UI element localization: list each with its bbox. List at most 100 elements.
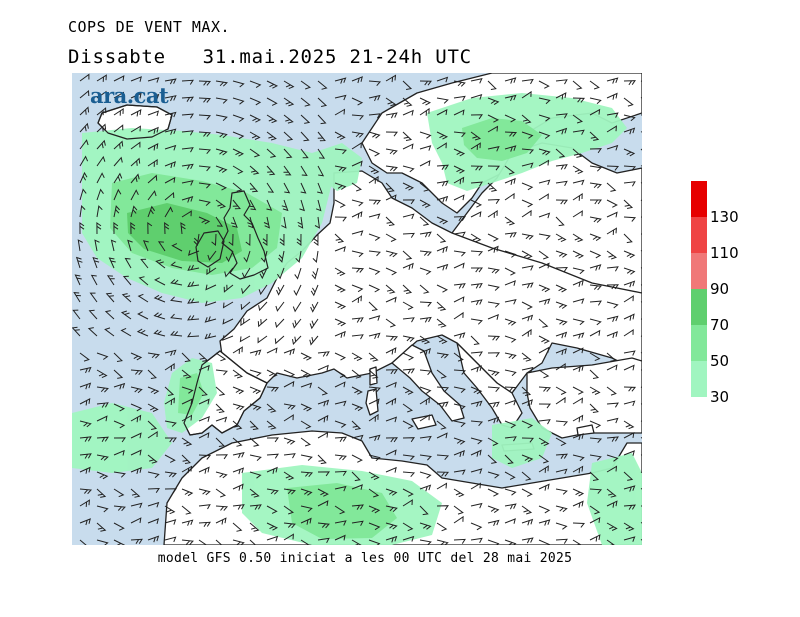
wind-barb [79, 122, 89, 133]
wind-barb [351, 386, 363, 395]
wind-barb [538, 369, 550, 379]
wind-barb [257, 335, 268, 344]
wind-barb [538, 80, 550, 89]
wind-barb [181, 130, 194, 136]
wind-barb [589, 97, 602, 105]
wind-barb [317, 399, 330, 407]
wind-barb [181, 454, 191, 464]
wind-barb [470, 318, 483, 325]
wind-barb [215, 165, 228, 173]
wind-barb [130, 414, 142, 423]
wind-barb [92, 256, 100, 269]
wind-barb [130, 108, 142, 117]
wind-barb [623, 504, 636, 510]
wind-barb [79, 398, 91, 406]
wind-barb [453, 386, 466, 393]
wind-barb [206, 267, 217, 276]
wind-barb [351, 182, 362, 192]
wind-barb [334, 94, 347, 101]
wind-barb [89, 292, 98, 303]
wind-barb [504, 318, 517, 326]
wind-barb [204, 316, 217, 323]
wind-barb [147, 126, 159, 134]
wind-barb [572, 80, 583, 90]
wind-barb [283, 403, 296, 410]
wind-barb [487, 210, 498, 218]
wind-barb [164, 128, 177, 135]
wind-barb [385, 449, 397, 456]
wind-barb [309, 335, 319, 346]
wind-barb [181, 398, 193, 405]
legend-label-50: 50 [710, 352, 730, 370]
wind-barb [164, 386, 175, 396]
wind-barb [385, 369, 398, 375]
wind-barb [487, 454, 498, 464]
wind-barb [266, 165, 276, 176]
wind-barb [436, 401, 449, 408]
wind-barb [504, 165, 515, 175]
wind-barb [147, 487, 160, 493]
wind-barb [453, 109, 465, 116]
wind-barb [368, 233, 381, 241]
wind-barb [96, 352, 109, 360]
wind-barb [310, 284, 319, 297]
wind-barb [487, 539, 500, 545]
wind-barb [351, 484, 363, 490]
wind-barb [521, 537, 534, 544]
wind-barb [453, 250, 466, 257]
wind-barb [555, 233, 567, 243]
wind-barb [181, 437, 193, 447]
wind-barb [147, 352, 160, 359]
wind-barb [402, 250, 413, 260]
wind-barb [436, 369, 447, 379]
wind-barb [572, 233, 584, 243]
wind-barb [504, 399, 517, 406]
wind-barb [538, 193, 549, 201]
wind-barb [436, 164, 449, 170]
wind-barb [623, 295, 634, 303]
wind-barb [79, 488, 93, 495]
wind-barb [606, 364, 618, 371]
wind-barb [130, 352, 143, 361]
wind-barb [334, 381, 346, 388]
wind-barb [555, 199, 568, 205]
wind-barb [470, 211, 482, 218]
wind-barb [334, 520, 347, 526]
wind-barb [470, 468, 483, 474]
wind-barb [130, 92, 142, 99]
wind-barb [453, 420, 466, 428]
wind-barb [504, 177, 516, 186]
wind-barb [589, 505, 601, 515]
wind-barb [419, 522, 432, 530]
wind-barb [589, 80, 600, 90]
wind-barb [181, 147, 194, 153]
forecast-time: Dissabte 31.mai.2025 21-24h UTC [68, 46, 472, 68]
wind-barb [215, 517, 227, 525]
wind-barb [300, 114, 311, 124]
wind-barb [521, 90, 532, 99]
wind-barb [504, 216, 516, 226]
wind-barb [453, 296, 465, 303]
wind-barb [385, 505, 398, 512]
wind-barb [470, 114, 483, 120]
wind-barb [249, 80, 262, 89]
wind-barb [249, 131, 261, 140]
wind-barb [317, 97, 328, 107]
wind-barb [130, 517, 142, 524]
wind-barb [164, 454, 176, 463]
wind-barb [555, 396, 566, 405]
wind-barb [487, 125, 499, 133]
wind-barb [317, 80, 328, 90]
wind-barb [79, 539, 87, 545]
wind-barb [275, 318, 285, 329]
wind-barb [436, 420, 447, 430]
wind-barb [521, 471, 532, 481]
wind-barb [606, 301, 619, 309]
wind-barb [96, 222, 102, 235]
wind-barb [623, 522, 635, 532]
wind-barb [555, 363, 566, 371]
wind-barb [79, 466, 91, 474]
wind-barb [555, 127, 568, 135]
wind-barb [232, 420, 243, 430]
wind-barb [138, 276, 149, 286]
